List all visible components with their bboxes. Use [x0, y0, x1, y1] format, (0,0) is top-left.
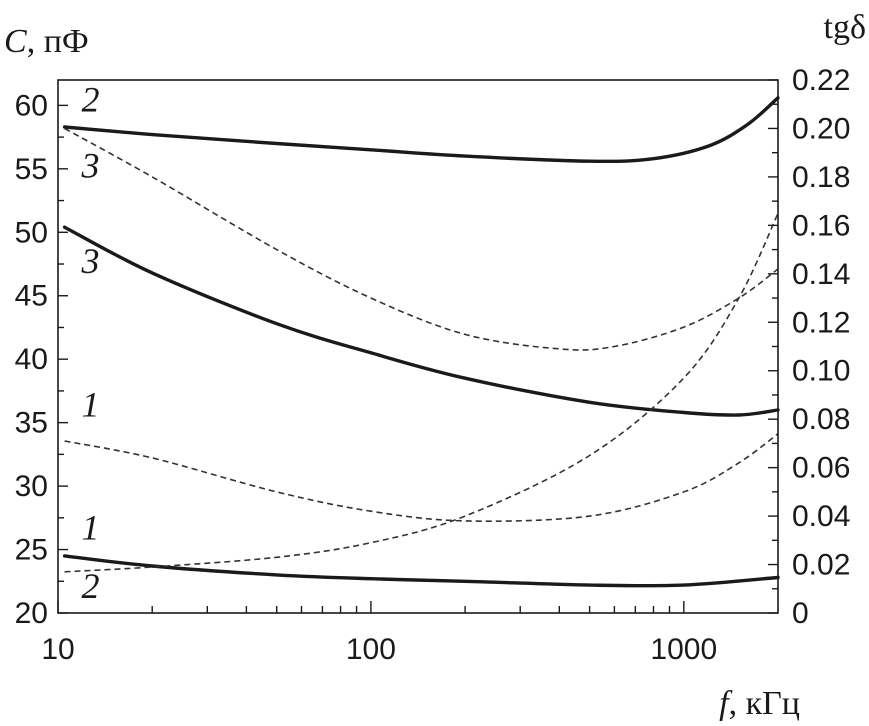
- y-right-tick-label: 0.16: [792, 209, 850, 242]
- y-left-tick-label: 45: [15, 280, 48, 313]
- x-tick-label: 10: [41, 633, 74, 666]
- y-left-tick-label: 50: [15, 216, 48, 249]
- curve-label: 3: [80, 241, 99, 281]
- curve-label: 2: [81, 80, 99, 120]
- y-left-tick-label: 60: [15, 89, 48, 122]
- y-right-tick-label: 0.04: [792, 500, 850, 533]
- series-line-2-capacitance: [62, 96, 780, 164]
- curve-label: 1: [81, 384, 99, 424]
- y-left-tick-label: 55: [15, 153, 48, 186]
- curve-label: 1: [81, 507, 99, 547]
- y-left-tick-label: 25: [15, 534, 48, 567]
- y-right-tick-label: 0.22: [792, 64, 850, 97]
- series-line-1-capacitance: [62, 554, 780, 588]
- series-line-3-capacitance: [62, 225, 780, 417]
- plot-frame: [57, 79, 779, 614]
- y-right-tick-label: 0: [792, 597, 809, 630]
- y-right-tick-label: 0.06: [792, 452, 850, 485]
- y-right-tick-label: 0.14: [792, 258, 850, 291]
- curve-label: 2: [81, 566, 99, 606]
- y-right-tick-label: 0.18: [792, 161, 850, 194]
- series-line-3-loss-tangent: [64, 127, 779, 351]
- y-right-tick-label: 0.02: [792, 549, 850, 582]
- y-right-tick-label: 0.12: [792, 306, 850, 339]
- y-right-axis-title: tgδ: [824, 9, 866, 46]
- y-left-tick-label: 40: [15, 343, 48, 376]
- curve-label: 3: [80, 146, 99, 186]
- x-axis-title: f, кГц: [719, 685, 800, 722]
- y-left-tick-label: 30: [15, 470, 48, 503]
- y-right-tick-label: 0.10: [792, 355, 850, 388]
- y-right-tick-label: 0.08: [792, 403, 850, 436]
- x-tick-label: 1000: [650, 633, 717, 666]
- y-left-tick-label: 20: [15, 597, 48, 630]
- y-left-tick-label: 35: [15, 407, 48, 440]
- ticks-layer: 20 25 30 35 40 45 50 55 60 0 0.02 0.04 0.06 0.08 0.10 0…: [15, 64, 851, 666]
- series-line-1-loss-tangent: [64, 433, 779, 522]
- y-right-tick-label: 0.20: [792, 112, 850, 145]
- x-tick-label: 100: [346, 633, 396, 666]
- curves-layer: [62, 96, 780, 588]
- y-left-axis-title: C, пФ: [4, 23, 89, 60]
- labels-layer: 2 3 3 1 1 2: [80, 80, 99, 606]
